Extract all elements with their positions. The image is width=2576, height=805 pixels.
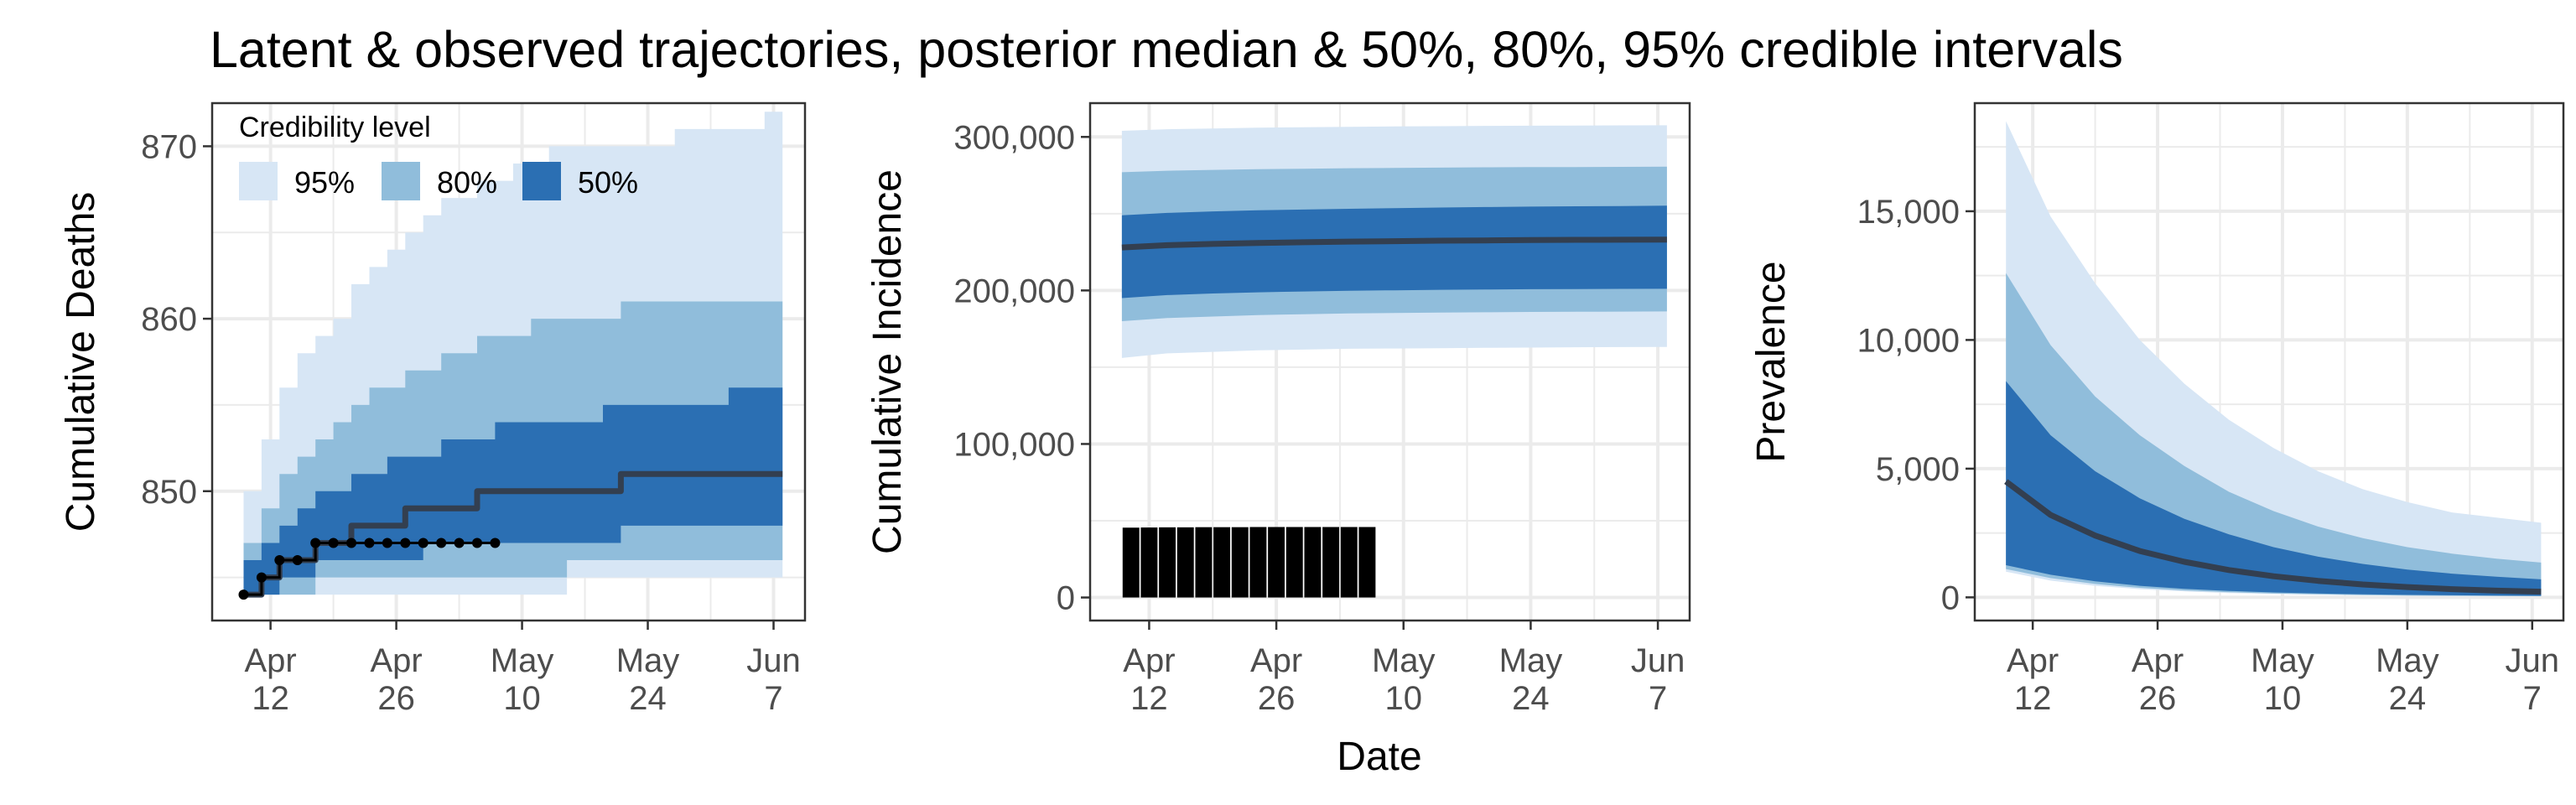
plot-area [238,112,783,600]
legend-item-50: 50% [522,162,638,200]
x-tick-label: May 10 [1372,642,1436,717]
y-tick-label: 200,000 [953,273,1075,309]
y-tick-label: 0 [1941,579,1960,616]
observed-bar [1268,527,1285,598]
y-axis-label: Cumulative Deaths [59,192,103,532]
observed-bar [1358,527,1376,598]
x-tick-label: Apr 26 [370,642,422,717]
observed-point [436,538,447,548]
observed-bar [1140,527,1158,598]
figure-title: Latent & observed trajectories, posterio… [210,21,2123,78]
x-tick-label: Jun 7 [1631,642,1685,717]
legend-key [239,162,278,200]
y-tick-label: 860 [141,301,197,338]
x-tick-label: Apr 26 [2132,642,2184,717]
observed-point [328,538,339,548]
observed-bar [1304,527,1322,598]
x-tick-label: May 10 [2251,642,2314,717]
x-tick-label: May 10 [491,642,554,717]
observed-bar [1249,527,1267,598]
legend-item-95: 95% [239,162,355,200]
observed-point [382,538,392,548]
y-tick-label: 10,000 [1857,322,1960,359]
observed-point [364,538,375,548]
observed-bar [1195,527,1213,598]
x-tick-label: Apr 12 [245,642,297,717]
legend-item-80: 80% [382,162,497,200]
observed-point [418,538,428,548]
observed-bar [1213,527,1231,598]
legend-label: 80% [437,165,497,200]
legend-key [382,162,420,200]
x-axis-label: Date [1337,735,1421,779]
x-tick-label: Apr 12 [1123,642,1175,717]
median-line [2004,479,2542,595]
observed-bar [1285,527,1303,598]
legend-title: Credibility level [239,112,431,143]
panels: 850 860 870 Apr 12 Apr 26 May 10 May 24 Jun 7 Cumulat… [59,101,2565,717]
panel-border [1088,101,1691,622]
panel-deaths: 850 860 870 Apr 12 Apr 26 May 10 May 24 Jun 7 Cumulat… [59,101,807,717]
observed-point [472,538,483,548]
y-tick-label: 5,000 [1876,451,1960,488]
y-tick-label: 850 [141,474,197,511]
legend-key [522,162,561,200]
y-axis-label: Prevalence [1749,261,1794,462]
observed-point [274,555,285,566]
x-tick-label: Jun 7 [2506,642,2560,717]
x-tick-label: May 24 [616,642,680,717]
observed-point [400,538,411,548]
observed-point [346,538,357,548]
observed-bar [1176,527,1194,598]
panel-prevalence: 0 5,000 10,000 15,000 Apr 12 Apr 26 May 10 May 24 Ju… [1749,101,2565,717]
observed-point [490,538,501,548]
legend-label: 50% [578,165,638,200]
x-tick-label: Apr 12 [2007,642,2059,717]
band-50 [1121,205,1667,299]
observed-bar [1159,527,1176,598]
observed-point [292,555,303,566]
observed-bar [1231,527,1249,598]
legend-label: 95% [294,165,355,200]
x-tick-label: Jun 7 [746,642,801,717]
y-tick-label: 100,000 [953,426,1075,463]
y-tick-label: 15,000 [1857,194,1960,231]
panel-incidence: 0 100,000 200,000 300,000 Apr 12 Apr 26 May 10 May… [865,101,1691,717]
observed-bar [1322,527,1340,598]
x-tick-label: Apr 26 [1250,642,1302,717]
band-50 [2006,381,2542,596]
median-line [1121,236,1667,251]
plot-area [1121,125,1667,598]
plot-area [2004,121,2542,597]
observed-bar [1340,527,1358,598]
observed-point [256,572,267,583]
x-tick-label: May 24 [2376,642,2439,717]
y-tick-label: 300,000 [953,119,1075,156]
y-tick-label: 0 [1057,580,1075,617]
observed-point [238,589,249,600]
observed-bar [1122,527,1140,598]
x-tick-label: May 24 [1499,642,1563,717]
observed-point [454,538,465,548]
panel-border [1973,101,2565,622]
y-axis-label: Cumulative Incidence [865,169,910,554]
y-tick-label: 870 [141,128,197,165]
legend: Credibility level 95% 80% 50% [239,112,638,200]
panel-border [210,101,807,622]
observed-point [310,538,321,548]
